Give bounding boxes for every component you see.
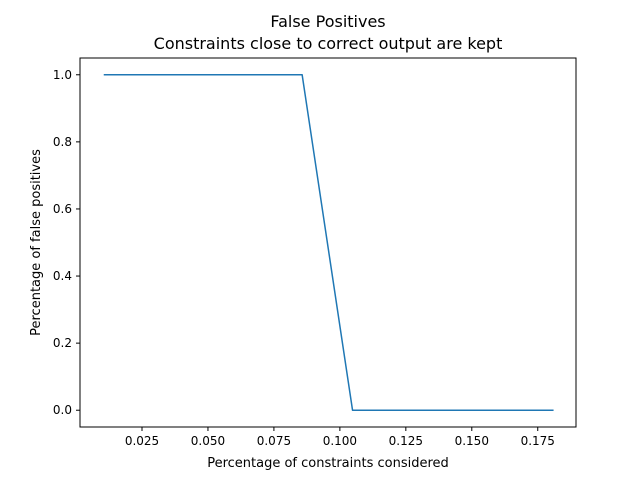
y-tick-label: 1.0 (53, 68, 72, 82)
plot-frame (79, 57, 577, 428)
chart-subtitle: Constraints close to correct output are … (154, 34, 503, 53)
y-axis-label: Percentage of false positives (29, 149, 44, 336)
y-tick-label: 0.8 (53, 135, 72, 149)
y-tick-label: 0.2 (53, 336, 72, 350)
y-tick-label: 0.6 (53, 202, 72, 216)
x-tick-label: 0.150 (455, 434, 489, 448)
x-tick-label: 0.125 (389, 434, 423, 448)
x-tick-label: 0.025 (125, 434, 159, 448)
chart-title: False Positives (270, 12, 385, 31)
y-axis: 0.0 0.2 0.4 0.6 0.8 1.0 (53, 68, 80, 417)
x-tick-label: 0.175 (521, 434, 555, 448)
y-tick-label: 0.4 (53, 269, 72, 283)
x-tick-label: 0.050 (191, 434, 225, 448)
y-tick-label: 0.0 (53, 403, 72, 417)
series-layer (103, 74, 554, 411)
x-axis-label: Percentage of constraints considered (207, 456, 449, 471)
x-axis: 0.025 0.050 0.075 0.100 0.125 0.150 0.175 (125, 427, 555, 448)
series-line (103, 74, 554, 411)
x-tick-label: 0.100 (323, 434, 357, 448)
x-tick-label: 0.075 (257, 434, 291, 448)
